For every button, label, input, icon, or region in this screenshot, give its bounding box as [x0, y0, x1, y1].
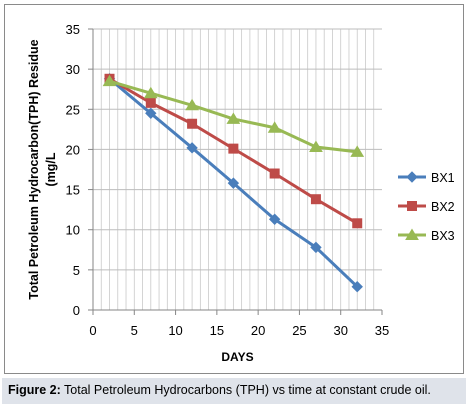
x-tick-label: 5 — [131, 323, 138, 338]
data-point-bx1 — [310, 241, 322, 254]
caption-text: Total Petroleum Hydrocarbons (TPH) vs ti… — [60, 383, 431, 397]
legend-marker-bx1 — [406, 171, 418, 183]
x-tick-label: 25 — [292, 323, 306, 338]
y-tick-label: 25 — [66, 102, 80, 117]
figure-caption: Figure 2: Total Petroleum Hydrocarbons (… — [2, 378, 466, 404]
caption-label: Figure 2: — [8, 383, 61, 397]
legend-label-bx1: BX1 — [431, 171, 455, 185]
data-point-bx1 — [145, 107, 157, 120]
y-axis-title-line2: (mg/L — [44, 152, 58, 186]
legend-marker-bx3 — [405, 228, 419, 240]
x-tick-label: 30 — [333, 323, 347, 338]
data-point-bx3 — [185, 98, 199, 111]
y-tick-label: 35 — [66, 22, 80, 37]
data-point-bx2 — [187, 118, 198, 129]
y-tick-label: 20 — [66, 142, 80, 157]
y-axis-title-line1: Total Petroleum Hydrocarbon(TPH) Residue — [27, 39, 41, 299]
y-tick-label: 15 — [66, 183, 80, 198]
data-point-bx3 — [309, 140, 323, 153]
data-point-bx3 — [102, 74, 117, 87]
legend-marker-bx2 — [407, 201, 417, 211]
y-tick-label: 30 — [66, 62, 80, 77]
data-point-bx2 — [145, 97, 156, 108]
data-point-bx1 — [351, 281, 363, 293]
x-tick-label: 35 — [375, 323, 389, 338]
data-point-bx1 — [186, 142, 198, 154]
data-point-bx3 — [143, 86, 158, 99]
data-point-bx2 — [352, 218, 363, 229]
y-tick-label: 5 — [73, 263, 80, 278]
x-tick-label: 20 — [251, 323, 265, 338]
data-point-bx3 — [267, 121, 282, 133]
data-point-bx1 — [227, 177, 240, 189]
data-point-bx2 — [269, 168, 280, 179]
data-point-bx2 — [310, 194, 321, 205]
chart-frame: 0 5 10 15 20 25 30 35 0 5 10 15 20 25 30 35 DAYS Total Pe… — [4, 4, 464, 374]
data-point-bx1 — [268, 213, 281, 225]
legend-label-bx2: BX2 — [431, 200, 455, 214]
data-point-bx3 — [350, 145, 365, 157]
x-tick-label: 10 — [168, 323, 182, 338]
x-axis-title: DAYS — [221, 350, 253, 364]
chart-svg: 0 5 10 15 20 25 30 35 0 5 10 15 20 25 30 35 DAYS Total Pe… — [27, 22, 455, 364]
y-tick-label: 0 — [73, 303, 80, 318]
x-tick-label: 0 — [89, 323, 96, 338]
y-tick-label: 10 — [66, 223, 80, 238]
legend-label-bx3: BX3 — [431, 229, 455, 243]
data-point-bx2 — [228, 143, 239, 154]
data-point-bx3 — [226, 112, 241, 124]
x-tick-label: 15 — [210, 323, 224, 338]
